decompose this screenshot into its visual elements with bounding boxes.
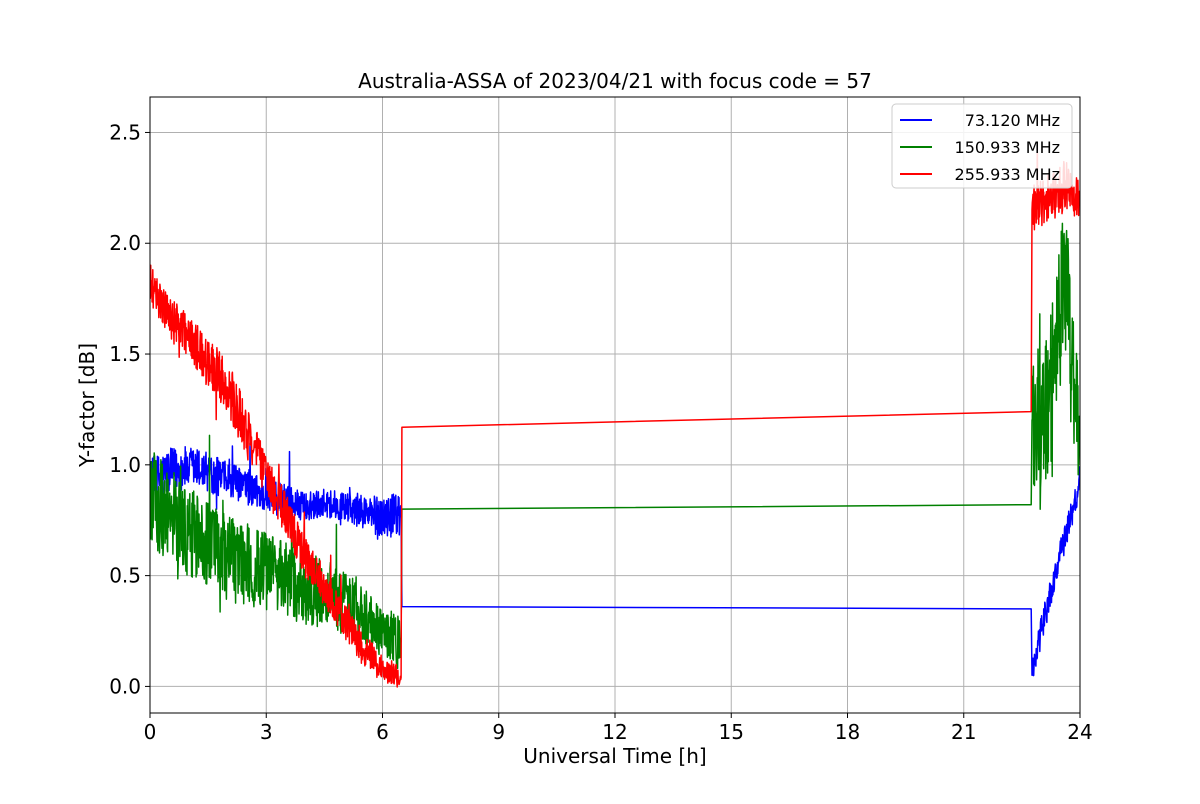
x-tick-label: 24 [1067,720,1092,744]
x-tick-label: 21 [951,720,976,744]
x-tick-label: 18 [835,720,860,744]
legend-label: 150.933 MHz [955,138,1060,157]
y-tick-label: 2.0 [109,231,141,255]
y-tick-label: 0.0 [109,674,141,698]
chart-title: Australia-ASSA of 2023/04/21 with focus … [358,69,872,93]
legend-label: 73.120 MHz [965,111,1060,130]
x-tick-label: 12 [602,720,627,744]
x-axis-label: Universal Time [h] [523,744,706,768]
x-tick-label: 15 [719,720,744,744]
x-tick-label: 6 [376,720,389,744]
y-axis-label: Y-factor [dB] [75,343,99,468]
y-tick-label: 2.5 [109,120,141,144]
series-layer [150,142,1080,688]
legend-box [891,103,1073,189]
y-tick-label: 1.5 [109,342,141,366]
y-tick-label: 1.0 [109,453,141,477]
legend-label: 255.933 MHz [955,165,1060,184]
x-tick-label: 0 [144,720,157,744]
series-line [150,222,1080,670]
x-tick-label: 9 [492,720,505,744]
series-line [150,442,1080,677]
legend: 73.120 MHz 150.933 MHz 255.933 MHz [891,103,1073,189]
ticks: 0 3 6 9 12 15 18 21 24 0.0 0.5 1.0 1.5 2.0 2.5 [109,120,1093,744]
y-tick-label: 0.5 [109,564,141,588]
series-line [150,142,1080,688]
x-tick-label: 3 [260,720,273,744]
